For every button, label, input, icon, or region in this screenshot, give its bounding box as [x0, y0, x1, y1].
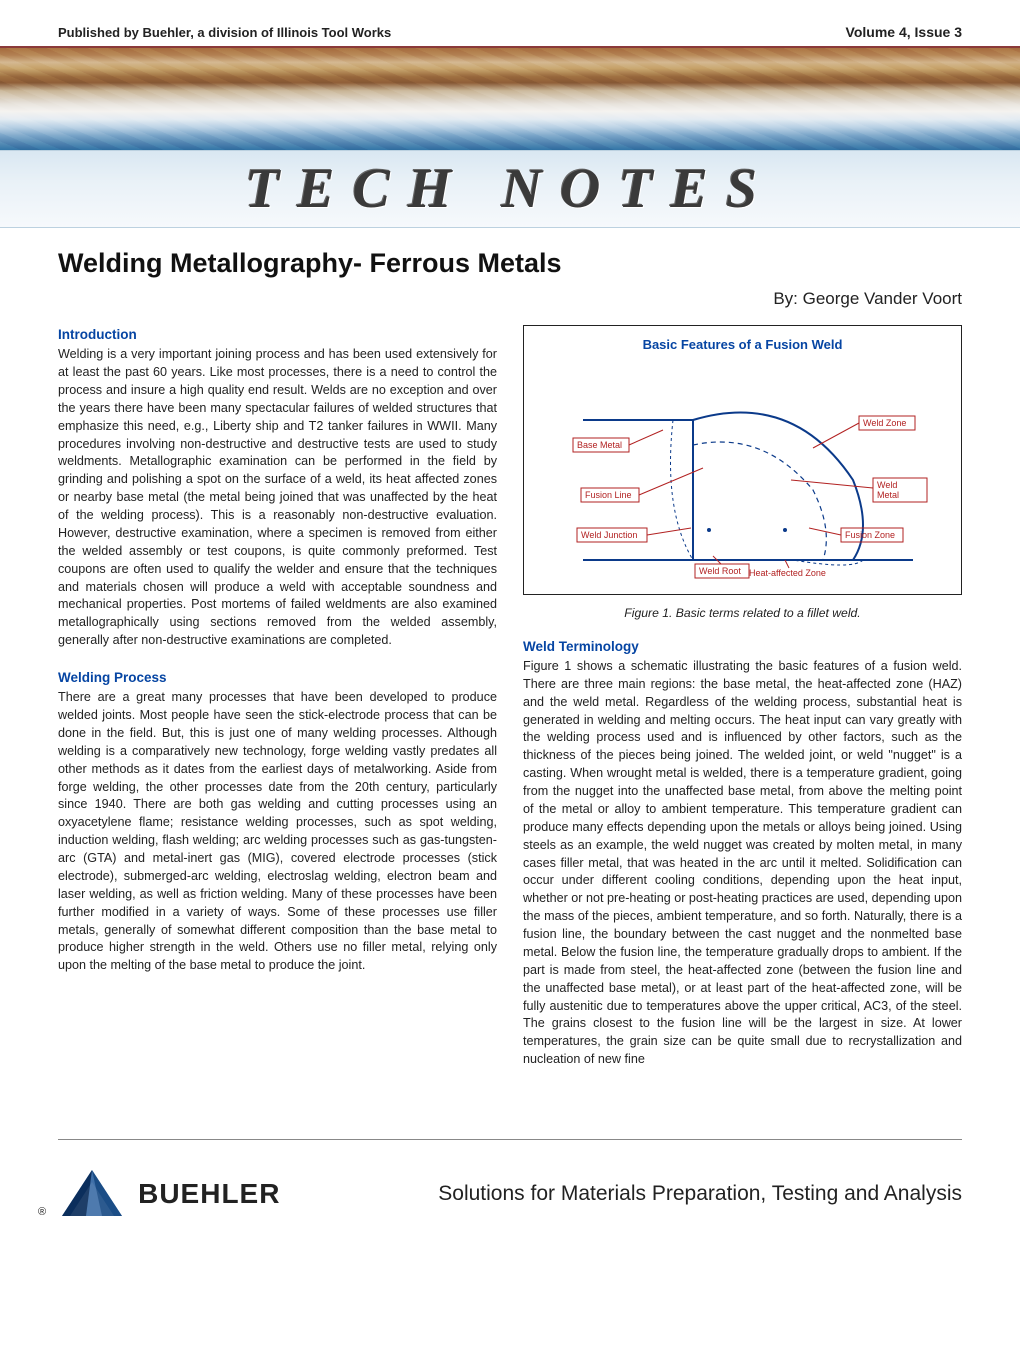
label-weld-root: Weld Root — [699, 566, 741, 576]
heading-introduction: Introduction — [58, 325, 497, 344]
terminology-paragraph: Figure 1 shows a schematic illustrating … — [523, 658, 962, 1069]
figure-caption: Figure 1. Basic terms related to a fille… — [523, 605, 962, 622]
brand-logo: ® BUEHLER — [38, 1166, 280, 1222]
label-weld-zone: Weld Zone — [863, 418, 906, 428]
top-bar: Published by Buehler, a division of Illi… — [0, 0, 1020, 48]
publisher-line: Published by Buehler, a division of Illi… — [58, 25, 391, 40]
issue-line: Volume 4, Issue 3 — [846, 24, 962, 40]
label-base-metal: Base Metal — [577, 440, 622, 450]
label-haz: Heat-affected Zone — [749, 568, 826, 578]
label-weld-metal-1: Weld — [877, 480, 897, 490]
two-column-layout: Introduction Welding is a very important… — [58, 325, 962, 1087]
right-column: Basic Features of a Fusion Weld Base Met… — [523, 325, 962, 1087]
fusion-weld-diagram: Base Metal Weld Zone Fusion Line Weld Me… — [553, 360, 933, 580]
article-title: Welding Metallography- Ferrous Metals — [58, 248, 962, 279]
buehler-icon — [56, 1166, 128, 1222]
label-weld-junction: Weld Junction — [581, 530, 637, 540]
process-paragraph: There are a great many processes that ha… — [58, 689, 497, 975]
footer-tagline: Solutions for Materials Preparation, Tes… — [438, 1182, 962, 1206]
page-footer: ® BUEHLER Solutions for Materials Prepar… — [0, 1140, 1020, 1262]
brand-text: BUEHLER — [138, 1178, 280, 1210]
heading-welding-process: Welding Process — [58, 668, 497, 687]
decorative-banner — [0, 48, 1020, 150]
label-fusion-line: Fusion Line — [585, 490, 632, 500]
left-column: Introduction Welding is a very important… — [58, 325, 497, 1087]
intro-paragraph: Welding is a very important joining proc… — [58, 346, 497, 650]
figure-title: Basic Features of a Fusion Weld — [530, 336, 955, 354]
byline: By: George Vander Voort — [58, 289, 962, 309]
figure-1-box: Basic Features of a Fusion Weld Base Met… — [523, 325, 962, 595]
registered-mark: ® — [38, 1206, 46, 1218]
label-weld-metal-2: Metal — [877, 490, 899, 500]
masthead-wrap: TECH NOTES — [0, 150, 1020, 228]
label-fusion-zone: Fusion Zone — [845, 530, 895, 540]
masthead-title: TECH NOTES — [0, 157, 1020, 221]
article-content: Welding Metallography- Ferrous Metals By… — [0, 228, 1020, 1115]
heading-weld-terminology: Weld Terminology — [523, 637, 962, 656]
